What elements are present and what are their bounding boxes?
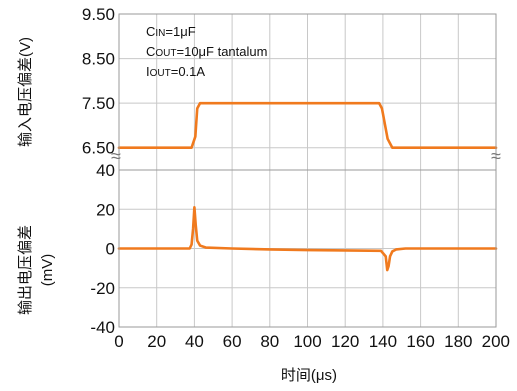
plot-frames <box>118 13 497 328</box>
axis-break-right: ≈ <box>491 146 501 166</box>
x-tick-label: 200 <box>482 332 510 351</box>
x-tick-label: 60 <box>223 332 242 351</box>
x-tick-label: 120 <box>331 332 359 351</box>
annotation-cin: CIN=1μF <box>146 24 196 39</box>
output-y-tick-label: -40 <box>90 318 115 337</box>
output-panel-frame <box>118 169 497 328</box>
input-y-tick-label: 9.50 <box>82 5 115 24</box>
output-y-axis-label-line1: 输出电压偏差 <box>17 225 34 315</box>
x-tick-label: 80 <box>260 332 279 351</box>
x-tick-label: 20 <box>147 332 166 351</box>
output-y-tick-label: 0 <box>106 240 115 259</box>
x-tick-label: 0 <box>114 332 123 351</box>
input-voltage-series <box>117 101 498 150</box>
annotation-iout: IOUT=0.1A <box>146 64 205 79</box>
x-tick-label: 160 <box>406 332 434 351</box>
x-tick-label: 140 <box>369 332 397 351</box>
output-y-tick-label: 20 <box>96 200 115 219</box>
x-axis-label: 时间(μs) <box>281 367 337 384</box>
x-tick-label: 180 <box>444 332 472 351</box>
x-tick-label: 40 <box>185 332 204 351</box>
axis-break-left: ≈ <box>111 146 121 166</box>
x-tick-label: 100 <box>293 332 321 351</box>
series-lines <box>117 101 498 272</box>
input-y-tick-label: 6.50 <box>82 139 115 158</box>
output-voltage-series <box>117 205 498 272</box>
output-y-axis-label-line2: (mV) <box>39 254 56 287</box>
input-y-tick-label: 8.50 <box>82 50 115 69</box>
output-y-tick-label: -20 <box>90 279 115 298</box>
input-y-axis-label: 输入电压偏差(V) <box>17 37 34 147</box>
output-y-tick-label: 40 <box>96 161 115 180</box>
input-y-tick-label: 7.50 <box>82 94 115 113</box>
annotation-block: CIN=1μF COUT=10μF tantalum IOUT=0.1A <box>146 24 267 79</box>
annotation-cout: COUT=10μF tantalum <box>146 44 267 59</box>
